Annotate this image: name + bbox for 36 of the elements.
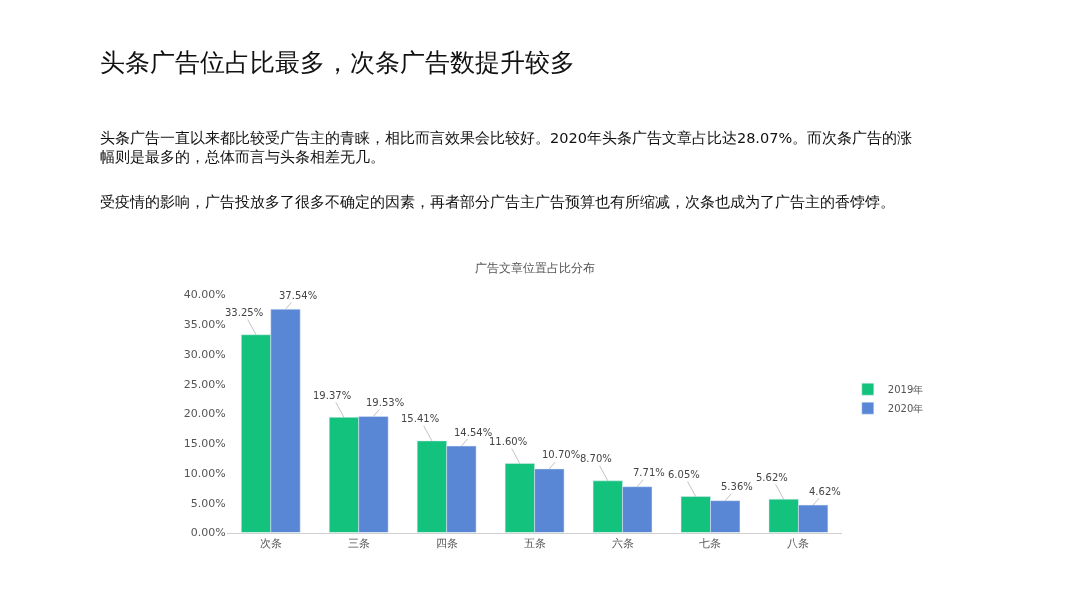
data-label: 5.36% — [721, 481, 753, 492]
y-tick-label: 30.00% — [183, 347, 226, 361]
data-label: 7.71% — [633, 467, 665, 478]
x-tick-label: 三条 — [347, 536, 370, 550]
y-tick-label: 5.00% — [190, 496, 226, 510]
x-tick-label: 六条 — [611, 536, 634, 550]
legend-label: 2020年 — [887, 403, 924, 415]
x-tick-label: 次条 — [259, 536, 282, 550]
y-tick-label: 0.00% — [190, 526, 226, 540]
data-label: 10.70% — [542, 449, 581, 460]
x-tick-label: 五条 — [523, 536, 546, 550]
x-tick-label: 四条 — [435, 536, 458, 550]
data-label: 5.62% — [756, 472, 788, 483]
data-label: 15.41% — [401, 413, 440, 424]
data-label: 19.37% — [313, 390, 352, 401]
chart-subtitle: 广告文章位置占比分布 — [475, 261, 595, 275]
data-label: 8.70% — [580, 453, 612, 464]
x-tick-label: 七条 — [699, 536, 722, 550]
y-tick-label: 35.00% — [183, 318, 226, 332]
text: 头条广告一直以来都比较受广告主的青睐，相比而言效果会比较好。2020年头条广告文章占比达28.07%。而次条广告的涨幅则是最多的，总体而言与头条相差无几。 — [100, 130, 913, 165]
legend-label: 2019年 — [887, 384, 924, 396]
data-label: 6.05% — [668, 469, 700, 480]
data-label: 4.62% — [809, 486, 841, 497]
data-label: 33.25% — [225, 307, 264, 318]
data-label: 14.54% — [454, 427, 493, 438]
y-tick-label: 20.00% — [183, 407, 226, 421]
chart-title: 头条广告位占比最多，次条广告数提升较多 — [100, 48, 575, 77]
text: 受疫情的影响，广告投放多了很多不确定的因素，再者部分广告主广告预算也有所缩减，次条也成为了广告主的香饽饽。 — [100, 194, 895, 210]
y-tick-label: 15.00% — [183, 437, 226, 451]
y-tick-label: 40.00% — [183, 288, 226, 302]
y-tick-label: 10.00% — [183, 466, 226, 480]
x-tick-label: 八条 — [787, 536, 810, 550]
y-tick-label: 25.00% — [183, 377, 226, 391]
data-label: 37.54% — [279, 290, 318, 301]
data-label: 11.60% — [489, 436, 528, 447]
data-label: 19.53% — [366, 397, 405, 408]
